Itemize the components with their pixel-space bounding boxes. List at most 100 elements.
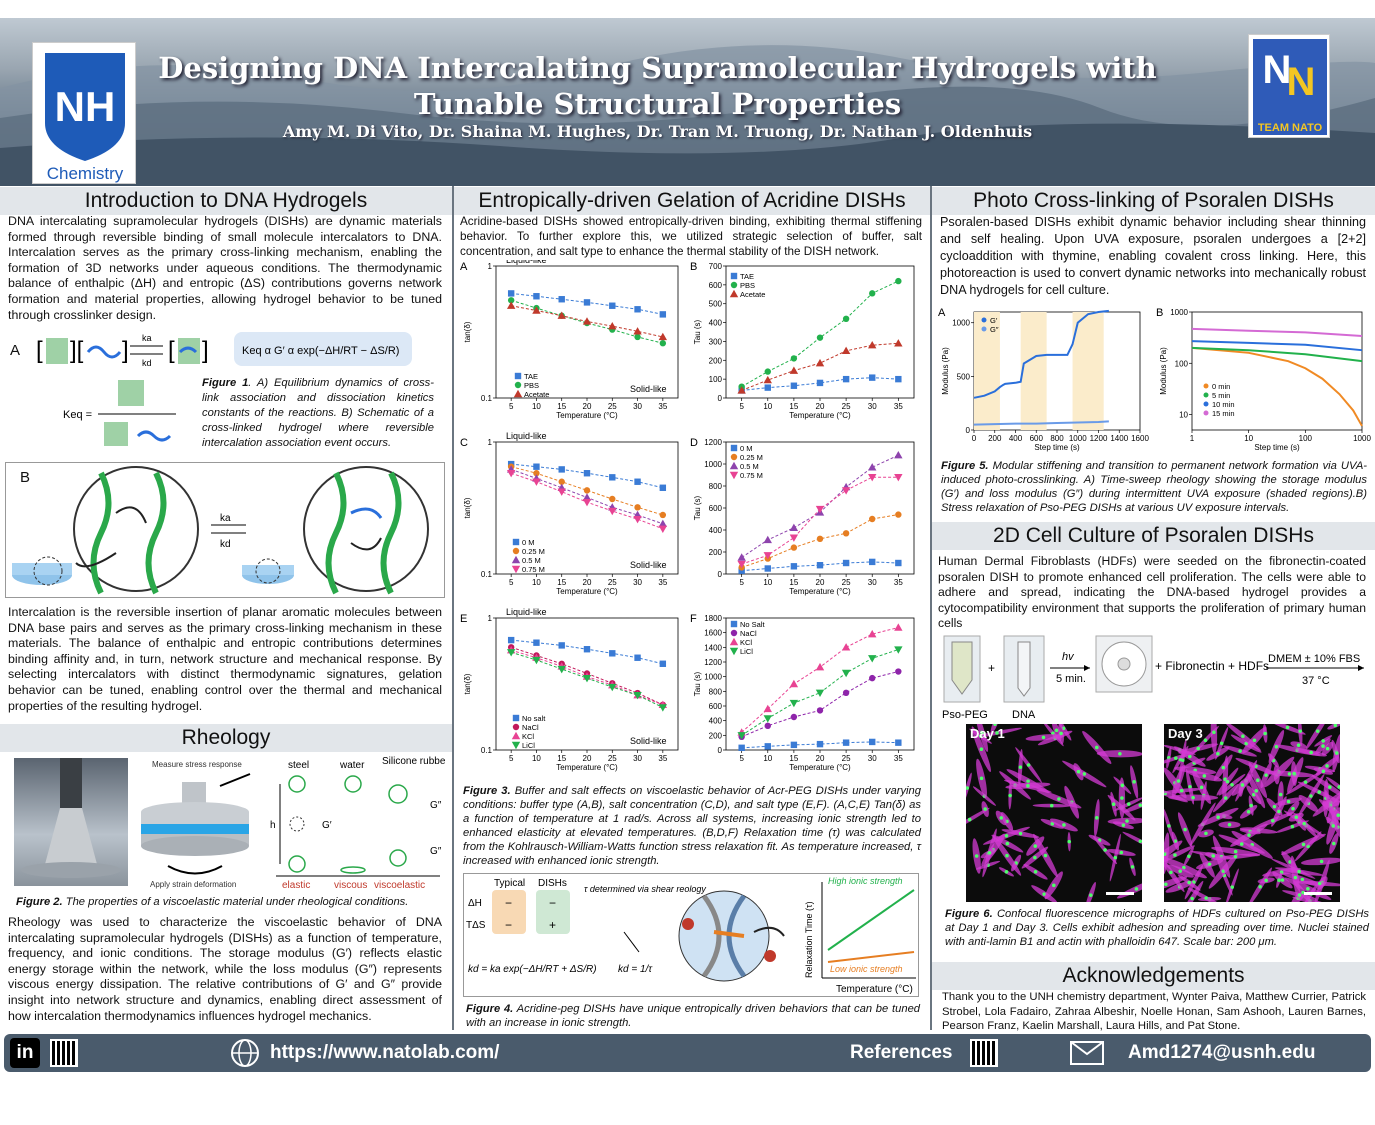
x-tick-label: 15 bbox=[557, 754, 566, 763]
panel-label-5B: B bbox=[1156, 307, 1163, 319]
liquid-like-label: Liquid-like bbox=[506, 431, 547, 441]
nucleus-stain bbox=[1094, 816, 1099, 820]
nucleus-stain bbox=[995, 731, 999, 735]
fig4-dh: ΔH bbox=[468, 898, 482, 909]
fig1b-kd: kd bbox=[220, 539, 231, 550]
data-point bbox=[507, 290, 515, 297]
data-point bbox=[583, 299, 591, 306]
nucleus-stain bbox=[1280, 878, 1285, 882]
y-tick-label: 600 bbox=[709, 281, 723, 290]
data-point bbox=[507, 636, 515, 644]
nucleus-stain bbox=[1292, 771, 1296, 776]
legend-label: 0 M bbox=[740, 444, 753, 453]
data-point bbox=[895, 277, 902, 285]
y-axis-label: Tau (s) bbox=[693, 495, 702, 520]
nucleus-stain bbox=[967, 817, 972, 822]
legend-label: NaCl bbox=[522, 723, 539, 732]
nucleus-stain bbox=[1286, 799, 1291, 804]
references-qr-code-icon[interactable] bbox=[970, 1039, 998, 1067]
y-tick-label: 1000 bbox=[704, 460, 722, 469]
legend-label: LiCl bbox=[740, 647, 753, 656]
nucleus-stain bbox=[979, 776, 984, 781]
figure-4: Typical DISHs ΔH TΔS − − − + τ determine… bbox=[463, 873, 919, 997]
y-tick-label: 0.1 bbox=[481, 746, 493, 755]
nucleus-stain bbox=[1317, 790, 1321, 794]
steel-label: steel bbox=[288, 760, 309, 771]
unh-logo-letters: NH bbox=[55, 83, 116, 130]
fig2-caption-text: The properties of a viscoelastic materia… bbox=[62, 896, 409, 908]
data-point bbox=[841, 669, 851, 678]
nucleus-stain bbox=[1051, 883, 1056, 888]
nucleus-stain bbox=[1274, 744, 1279, 749]
fig5-caption-text: Modular stiffening and transition to per… bbox=[941, 460, 1368, 514]
legend-label: KCl bbox=[522, 732, 534, 741]
x-tick-label: 5 bbox=[509, 578, 514, 587]
hydrogel-schematic: ka kd bbox=[12, 466, 429, 595]
micrograph-day-3-label: Day 3 bbox=[1168, 726, 1203, 741]
nucleus-stain bbox=[1296, 743, 1301, 748]
legend-label: 0.5 M bbox=[740, 462, 759, 471]
data-point bbox=[764, 722, 771, 729]
y-tick-label: 1800 bbox=[704, 614, 722, 623]
nucleus-stain bbox=[1164, 852, 1167, 857]
x-axis-label: Temperature (°C) bbox=[556, 587, 618, 596]
fig6-caption-label: Figure 6. bbox=[945, 908, 993, 920]
figure-1a: A [ ][ ] ka kd [ ] Keq α G′ α exp(−ΔH/RT… bbox=[8, 326, 448, 456]
data-point bbox=[582, 493, 592, 501]
nucleus-stain bbox=[1321, 744, 1325, 748]
data-point bbox=[558, 466, 565, 473]
data-point bbox=[634, 306, 641, 313]
linkedin-icon[interactable]: in bbox=[10, 1038, 40, 1068]
x-tick-label: 5 bbox=[739, 578, 744, 587]
section-heading-acridine: Entropically-driven Gelation of Acridine… bbox=[454, 187, 930, 215]
chart-E: 5 10 15 20 25 30 35 0.1 1 Temperature (°C) tan(δ) L… bbox=[460, 607, 679, 772]
y-tick-label: 800 bbox=[709, 687, 723, 696]
uva-exposure-region bbox=[1072, 312, 1104, 430]
figure-1-caption: Figure 1. A) Equilibrium dynamics of cro… bbox=[202, 376, 434, 451]
data-point bbox=[789, 523, 799, 531]
nucleus-stain bbox=[1290, 824, 1295, 829]
acknowledgements-paragraph: Thank you to the UNH chemistry departmen… bbox=[942, 991, 1366, 1032]
legend-marker bbox=[511, 555, 521, 564]
data-point bbox=[868, 629, 877, 638]
legend-label: 0.25 M bbox=[522, 547, 545, 556]
nucleus-stain bbox=[1173, 853, 1177, 857]
linkedin-qr-code-icon[interactable] bbox=[50, 1039, 78, 1067]
svg-text:N: N bbox=[1263, 48, 1292, 92]
legend-label: 0.75 M bbox=[522, 565, 545, 574]
x-tick-label: 400 bbox=[1009, 434, 1023, 443]
nucleus-stain bbox=[1309, 794, 1313, 798]
fig4-high-ionic: High ionic strength bbox=[828, 876, 903, 886]
data-point bbox=[764, 368, 771, 375]
x-tick-label: 25 bbox=[608, 402, 617, 411]
x-tick-label: 10 bbox=[532, 578, 541, 587]
section-heading-acknowledgements: Acknowledgements bbox=[932, 962, 1375, 990]
data-point bbox=[634, 504, 641, 511]
legend-marker bbox=[730, 453, 738, 461]
x-tick-label: 800 bbox=[1050, 434, 1064, 443]
data-point bbox=[869, 290, 876, 297]
poster-footer: in https://www.natolab.com/ References A… bbox=[4, 1034, 1371, 1072]
data-point bbox=[868, 655, 877, 663]
nucleus-stain bbox=[1249, 803, 1253, 808]
legend-label: TAE bbox=[524, 372, 538, 381]
nucleus-stain bbox=[1211, 854, 1216, 858]
nucleus-stain bbox=[1199, 785, 1204, 790]
x-tick-label: 20 bbox=[583, 402, 592, 411]
legend-label: LiCl bbox=[522, 741, 535, 750]
fig4-tds: TΔS bbox=[466, 920, 486, 931]
nucleus-stain bbox=[1120, 783, 1125, 788]
y-tick-label: 1000 bbox=[952, 319, 970, 328]
legend-label: 0 min bbox=[1212, 382, 1230, 391]
data-point bbox=[841, 643, 851, 651]
nucleus-stain bbox=[1167, 824, 1171, 828]
email-link[interactable]: Amd1274@usnh.edu bbox=[1128, 1042, 1316, 1063]
nucleus-stain bbox=[1216, 751, 1220, 756]
poster-header: NH Chemistry Designing DNA Intercalating… bbox=[0, 18, 1375, 186]
data-point bbox=[894, 339, 903, 347]
website-link[interactable]: https://www.natolab.com/ bbox=[270, 1042, 500, 1063]
nucleus-stain bbox=[1062, 823, 1066, 827]
x-axis-label: Temperature (°C) bbox=[789, 587, 851, 596]
data-point bbox=[869, 674, 876, 682]
data-point bbox=[790, 741, 798, 749]
